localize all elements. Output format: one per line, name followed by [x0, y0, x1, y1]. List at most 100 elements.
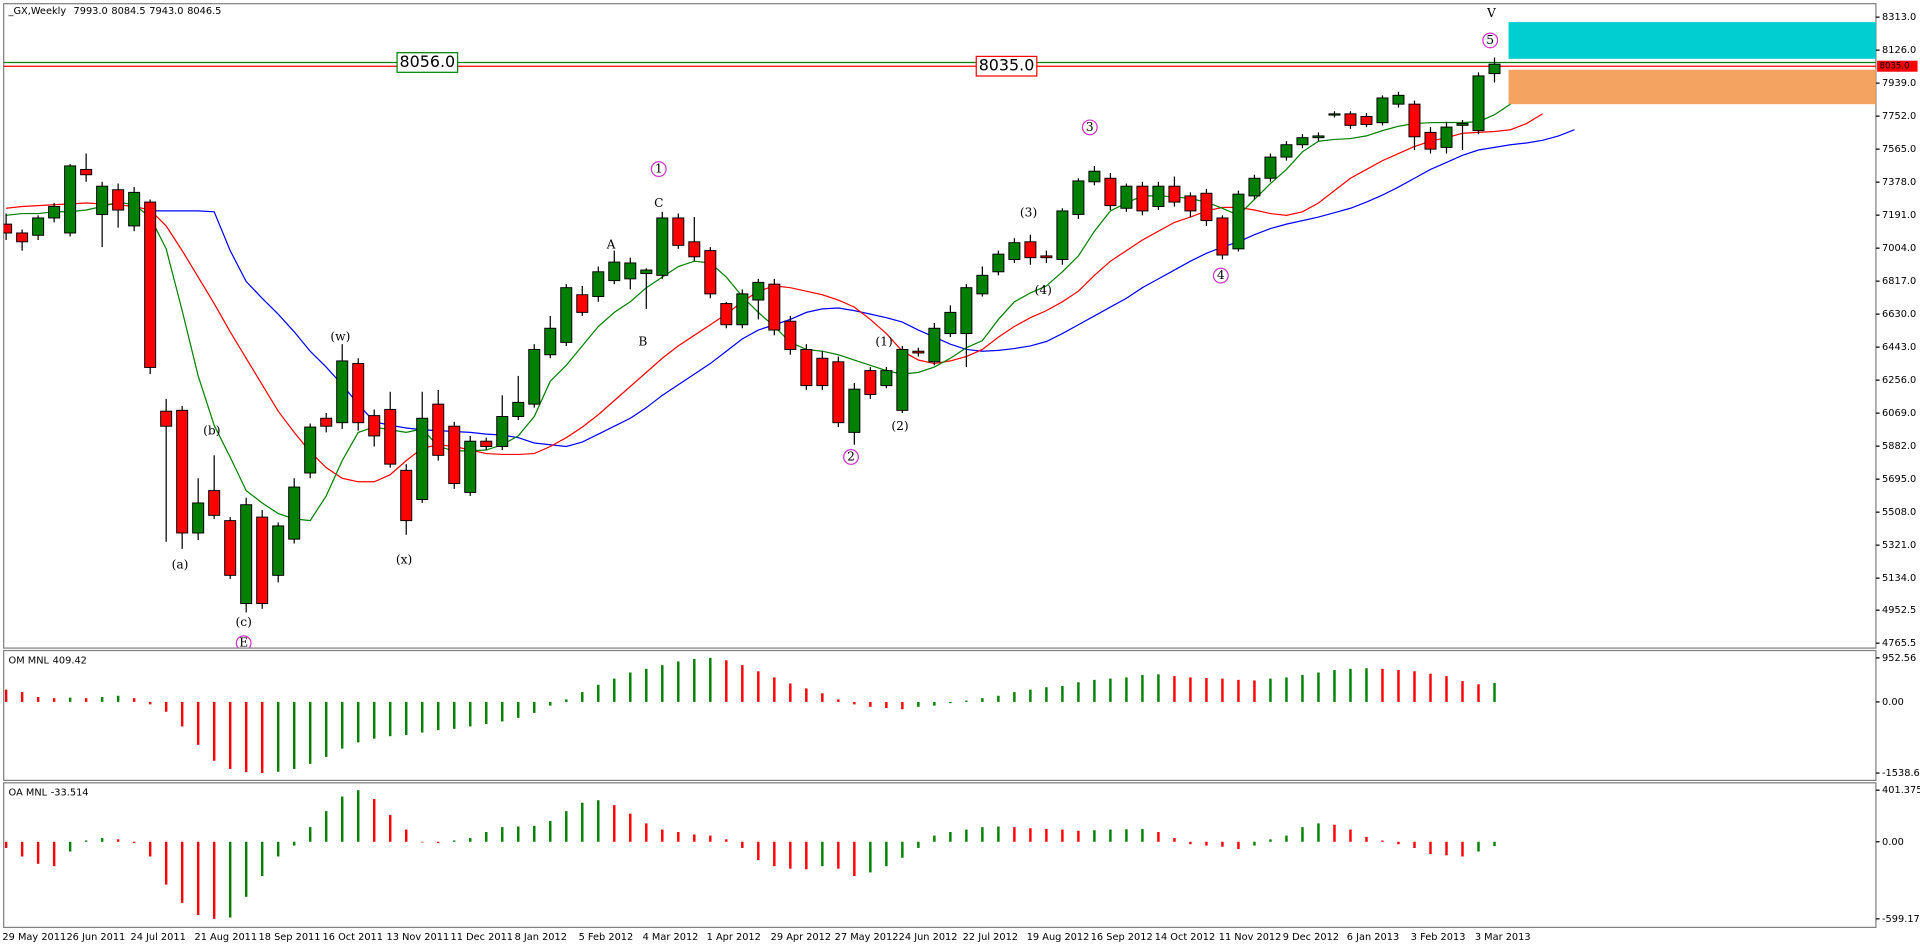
- histogram-bar: [965, 829, 968, 842]
- y-tick-label: 6443.0: [1882, 342, 1916, 353]
- histogram-bar: [116, 839, 120, 842]
- histogram-bar: [212, 701, 216, 761]
- candle-body: [1328, 113, 1341, 116]
- candle-body: [176, 409, 189, 534]
- candle-body: [1296, 137, 1309, 146]
- x-tick-label: 22 Jul 2012: [963, 932, 1018, 943]
- histogram-bar: [549, 701, 552, 706]
- wave-label: 4: [1217, 268, 1225, 282]
- candle-body: [912, 350, 925, 354]
- candle-body: [224, 520, 237, 576]
- histogram-bar: [324, 811, 328, 842]
- histogram-bar: [1365, 836, 1368, 842]
- histogram-bar: [901, 701, 904, 710]
- histogram-bar: [1253, 680, 1256, 702]
- histogram-bar: [437, 701, 440, 731]
- y-tick-label: 5882.0: [1882, 441, 1916, 452]
- histogram-bar: [533, 825, 536, 842]
- candle-body: [1008, 242, 1021, 260]
- wave-label: (b): [203, 424, 220, 438]
- candle-body: [832, 361, 845, 424]
- candle-body: [1344, 113, 1357, 126]
- x-tick-label: 16 Oct 2011: [323, 932, 383, 943]
- wave-label: E: [239, 636, 248, 650]
- x-tick-label: 11 Nov 2012: [1219, 932, 1282, 943]
- oa-panel: [4, 790, 1496, 919]
- histogram-bar: [965, 700, 968, 702]
- candle-body: [1280, 144, 1293, 158]
- histogram-bar: [84, 698, 88, 702]
- wave-label: (w): [330, 329, 350, 343]
- wave-label: (4): [1035, 283, 1052, 297]
- histogram-bar: [1333, 824, 1336, 842]
- wave-label: (c): [235, 615, 251, 629]
- candle-body: [400, 469, 413, 522]
- histogram-bar: [292, 701, 296, 769]
- histogram-bar: [1429, 673, 1432, 702]
- histogram-bar: [196, 841, 200, 916]
- candle-body: [448, 425, 461, 485]
- histogram-bar: [597, 684, 600, 702]
- y-tick-label: 0.00: [1882, 697, 1904, 708]
- candle-body: [432, 403, 445, 456]
- candle-body: [704, 250, 717, 295]
- candle-body: [960, 287, 973, 335]
- histogram-bar: [1173, 676, 1176, 702]
- histogram-bar: [453, 840, 456, 842]
- histogram-bar: [1061, 685, 1064, 702]
- histogram-bar: [773, 677, 776, 702]
- histogram-bar: [901, 841, 904, 858]
- histogram-bar: [581, 802, 584, 842]
- histogram-bar: [789, 841, 792, 869]
- y-tick-label: 8313.0: [1882, 12, 1916, 23]
- histogram-bar: [1077, 682, 1080, 702]
- histogram-bar: [52, 841, 56, 867]
- histogram-bar: [1093, 830, 1096, 842]
- histogram-bar: [228, 841, 232, 918]
- wave-label: 2: [847, 449, 855, 463]
- candle-body: [1216, 217, 1229, 256]
- histogram-bar: [1061, 829, 1064, 842]
- candle-body: [816, 357, 829, 387]
- zone: [1508, 69, 1876, 105]
- histogram-bar: [853, 701, 856, 705]
- candle-body: [128, 191, 141, 227]
- histogram-bar: [1269, 839, 1272, 842]
- histogram-bar: [1269, 678, 1272, 702]
- candle-body: [800, 348, 813, 387]
- wave-circle: [650, 161, 667, 178]
- histogram-bar: [661, 665, 664, 702]
- histogram-bar: [340, 701, 344, 749]
- candle-body: [192, 502, 205, 534]
- histogram-bar: [1285, 835, 1288, 842]
- histogram-bar: [1301, 674, 1304, 702]
- histogram-bar: [917, 701, 920, 707]
- x-tick-label: 26 Jun 2011: [66, 932, 125, 943]
- candle-body: [240, 504, 253, 605]
- histogram-bar: [1221, 678, 1224, 702]
- histogram-bar: [1157, 832, 1160, 842]
- histogram-bar: [1109, 829, 1112, 842]
- histogram-bar: [485, 701, 488, 724]
- x-tick-label: 16 Sep 2012: [1091, 932, 1153, 943]
- x-tick-label: 4 Mar 2012: [643, 932, 699, 943]
- wave-label: (a): [172, 557, 189, 571]
- candle-body: [464, 440, 477, 493]
- histogram-bar: [1477, 841, 1480, 852]
- candle-body: [1024, 241, 1037, 259]
- histogram-bar: [356, 701, 360, 743]
- candle-body: [560, 287, 573, 343]
- histogram-bar: [821, 693, 824, 702]
- histogram-bar: [645, 823, 648, 842]
- histogram-bar: [1317, 672, 1320, 702]
- indicator-title: OA MNL -33.514: [9, 788, 89, 799]
- histogram-bar: [885, 701, 888, 709]
- price-marker-box: [1877, 60, 1918, 72]
- histogram-bar: [645, 668, 648, 702]
- histogram-bar: [1413, 671, 1416, 702]
- candle-body: [1040, 255, 1053, 259]
- histogram-bar: [4, 841, 8, 848]
- header-ohlc: 7993.0: [73, 6, 107, 17]
- wave-circle: [1081, 119, 1098, 136]
